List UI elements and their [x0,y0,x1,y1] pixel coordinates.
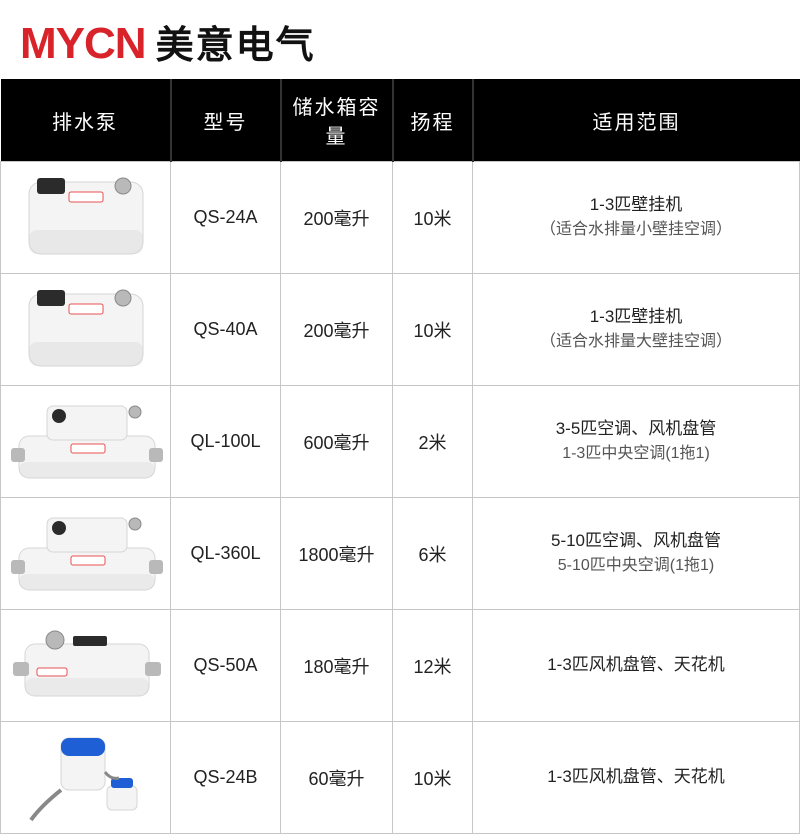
cell-model: QS-50A [171,610,281,722]
cell-model: QS-24B [171,722,281,834]
cell-tank: 180毫升 [281,610,393,722]
pump-image [1,386,171,498]
cell-tank: 60毫升 [281,722,393,834]
table-row: QS-24B60毫升10米1-3匹风机盘管、天花机 [1,722,800,834]
cell-range: 1-3匹壁挂机（适合水排量大壁挂空调） [473,274,800,386]
cell-tank: 1800毫升 [281,498,393,610]
cell-tank: 200毫升 [281,274,393,386]
table-row: QL-100L600毫升2米3-5匹空调、风机盘管1-3匹中央空调(1拖1) [1,386,800,498]
cell-range: 1-3匹壁挂机（适合水排量小壁挂空调） [473,162,800,274]
pump-image [1,274,171,386]
brand-cn: 美意电气 [156,14,316,69]
cell-head: 10米 [393,722,473,834]
cell-range: 3-5匹空调、风机盘管1-3匹中央空调(1拖1) [473,386,800,498]
pump-image [1,610,171,722]
cell-head: 10米 [393,162,473,274]
brand-logo: MYCN [20,19,146,69]
brand-bar: MYCN 美意电气 [0,0,800,79]
spec-table: 排水泵 型号 储水箱容量 扬程 适用范围 QS-24A200毫升10米1-3匹壁… [0,79,800,834]
cell-head: 10米 [393,274,473,386]
cell-head: 6米 [393,498,473,610]
cell-model: QL-100L [171,386,281,498]
col-range: 适用范围 [473,79,800,162]
cell-tank: 200毫升 [281,162,393,274]
col-tank: 储水箱容量 [281,79,393,162]
col-head: 扬程 [393,79,473,162]
cell-range: 5-10匹空调、风机盘管5-10匹中央空调(1拖1) [473,498,800,610]
pump-image [1,722,171,834]
cell-head: 12米 [393,610,473,722]
col-pump: 排水泵 [1,79,171,162]
cell-model: QS-24A [171,162,281,274]
table-row: QL-360L1800毫升6米5-10匹空调、风机盘管5-10匹中央空调(1拖1… [1,498,800,610]
pump-image [1,498,171,610]
cell-range: 1-3匹风机盘管、天花机 [473,722,800,834]
cell-model: QL-360L [171,498,281,610]
table-row: QS-40A200毫升10米1-3匹壁挂机（适合水排量大壁挂空调） [1,274,800,386]
cell-range: 1-3匹风机盘管、天花机 [473,610,800,722]
cell-tank: 600毫升 [281,386,393,498]
cell-head: 2米 [393,386,473,498]
table-row: QS-24A200毫升10米1-3匹壁挂机（适合水排量小壁挂空调） [1,162,800,274]
table-header-row: 排水泵 型号 储水箱容量 扬程 适用范围 [1,79,800,162]
table-row: QS-50A180毫升12米1-3匹风机盘管、天花机 [1,610,800,722]
col-model: 型号 [171,79,281,162]
pump-image [1,162,171,274]
page: MYCN 美意电气 排水泵 型号 储水箱容量 扬程 适用范围 QS-24A200… [0,0,800,800]
cell-model: QS-40A [171,274,281,386]
